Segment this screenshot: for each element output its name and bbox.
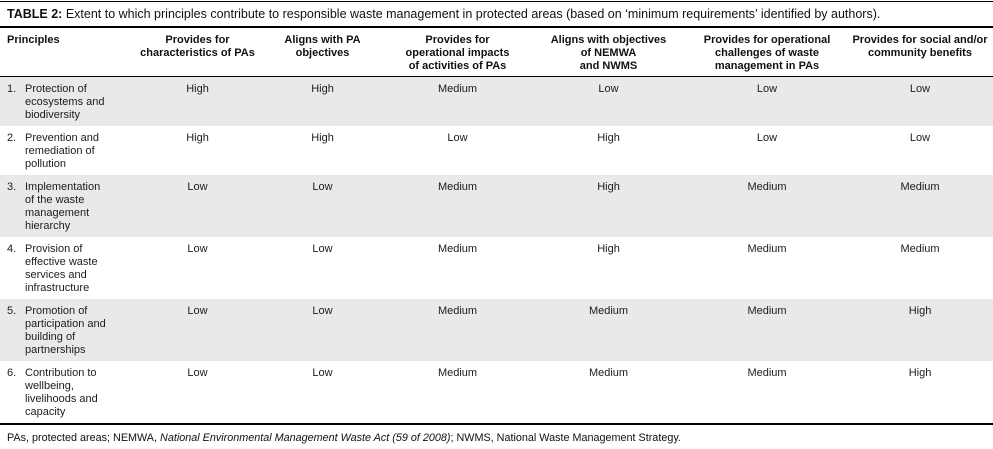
rating-cell: Medium bbox=[437, 367, 478, 379]
principles-table: Principles Provides for characteristics … bbox=[0, 28, 993, 425]
table-title: TABLE 2: Extent to which principles cont… bbox=[0, 2, 993, 28]
rating-cell: Medium bbox=[747, 181, 787, 193]
row-number: 3. bbox=[7, 181, 17, 193]
rating-cell: Medium bbox=[437, 243, 478, 255]
rating-cell: Low bbox=[756, 83, 778, 95]
row-number: 5. bbox=[7, 305, 17, 317]
rating-cell: Low bbox=[756, 132, 778, 144]
rating-cell: Low bbox=[909, 83, 931, 95]
rating-cell: Low bbox=[598, 83, 619, 95]
rating-cell: Medium bbox=[588, 305, 629, 317]
principle-cell: 2. Prevention and remediation of pollutio… bbox=[0, 126, 135, 175]
rating-cell: Medium bbox=[437, 181, 478, 193]
rating-cell: High bbox=[597, 181, 620, 193]
principle-cell: 1. Protection of ecosystems and biodivers… bbox=[0, 77, 135, 127]
rating-cell: Low bbox=[312, 243, 333, 255]
rating-cell: High bbox=[311, 132, 334, 144]
footnote: PAs, protected areas; NEMWA, National En… bbox=[0, 425, 993, 445]
rating-cell: High bbox=[186, 83, 209, 95]
column-header-nemwa-nwms: Aligns with objectives of NEMWA and NWMS bbox=[530, 28, 687, 77]
column-header-characteristics: Provides for characteristics of PAs bbox=[135, 28, 260, 77]
rating-cell: Low bbox=[312, 181, 333, 193]
row-number: 6. bbox=[7, 367, 17, 379]
principle-cell: 4. Provision of effective waste services … bbox=[0, 237, 135, 299]
rating-cell: Medium bbox=[747, 243, 787, 255]
rating-cell: Medium bbox=[900, 181, 940, 193]
header-row: Principles Provides for characteristics … bbox=[0, 28, 993, 77]
principle-name: Contribution to wellbeing, livelihoods a… bbox=[25, 367, 98, 418]
table-row: 4. Provision of effective waste services … bbox=[0, 237, 993, 299]
rating-cell: High bbox=[311, 83, 334, 95]
rating-cell: Medium bbox=[747, 367, 787, 379]
principle-name: Promotion of participation and building … bbox=[25, 305, 106, 356]
table-row: 2. Prevention and remediation of pollutio… bbox=[0, 126, 993, 175]
rating-cell: High bbox=[908, 305, 932, 317]
rating-cell: High bbox=[597, 243, 620, 255]
table-row: 3. Implementation of the waste management… bbox=[0, 175, 993, 237]
principle-name: Implementation of the waste management h… bbox=[25, 181, 101, 232]
column-header-operational-challenges: Provides for operational challenges of w… bbox=[687, 28, 847, 77]
principle-cell: 5. Promotion of participation and buildin… bbox=[0, 299, 135, 361]
column-header-principles: Principles bbox=[0, 28, 135, 77]
rating-cell: Medium bbox=[437, 83, 478, 95]
rating-cell: High bbox=[908, 367, 932, 379]
footnote-prefix: PAs, protected areas; NEMWA, bbox=[7, 432, 161, 444]
rating-cell: Low bbox=[312, 367, 333, 379]
principle-cell: 6. Contribution to wellbeing, livelihoods… bbox=[0, 361, 135, 424]
column-header-pa-objectives: Aligns with PA objectives bbox=[260, 28, 385, 77]
row-number: 1. bbox=[7, 83, 17, 95]
principle-name: Protection of ecosystems and biodiversit… bbox=[25, 83, 105, 121]
rating-cell: Low bbox=[187, 181, 208, 193]
table-title-label: TABLE 2: bbox=[7, 7, 63, 21]
row-number: 2. bbox=[7, 132, 17, 144]
rating-cell: Medium bbox=[747, 305, 787, 317]
principle-name: Prevention and remediation of pollution bbox=[25, 132, 99, 170]
table-row: 5. Promotion of participation and buildin… bbox=[0, 299, 993, 361]
rating-cell: Low bbox=[312, 305, 333, 317]
rating-cell: Low bbox=[187, 367, 208, 379]
principle-name: Provision of effective waste services an… bbox=[25, 243, 98, 294]
rating-cell: Low bbox=[909, 132, 931, 144]
row-number: 4. bbox=[7, 243, 17, 255]
principle-cell: 3. Implementation of the waste management… bbox=[0, 175, 135, 237]
footnote-suffix: ; NWMS, National Waste Management Strate… bbox=[450, 432, 681, 444]
rating-cell: High bbox=[186, 132, 209, 144]
footnote-act-title: National Environmental Management Waste … bbox=[160, 432, 451, 444]
table-title-text: Extent to which principles contribute to… bbox=[65, 7, 881, 21]
rating-cell: Low bbox=[447, 132, 468, 144]
column-header-community-benefits: Provides for social and/or community ben… bbox=[847, 28, 993, 77]
rating-cell: Low bbox=[187, 243, 208, 255]
rating-cell: High bbox=[597, 132, 620, 144]
table-row: 6. Contribution to wellbeing, livelihoods… bbox=[0, 361, 993, 424]
rating-cell: Medium bbox=[900, 243, 940, 255]
column-header-operational-impacts: Provides for operational impacts of acti… bbox=[385, 28, 530, 77]
rating-cell: Medium bbox=[588, 367, 629, 379]
rating-cell: Medium bbox=[437, 305, 478, 317]
table-row: 1. Protection of ecosystems and biodivers… bbox=[0, 76, 993, 127]
rating-cell: Low bbox=[187, 305, 208, 317]
